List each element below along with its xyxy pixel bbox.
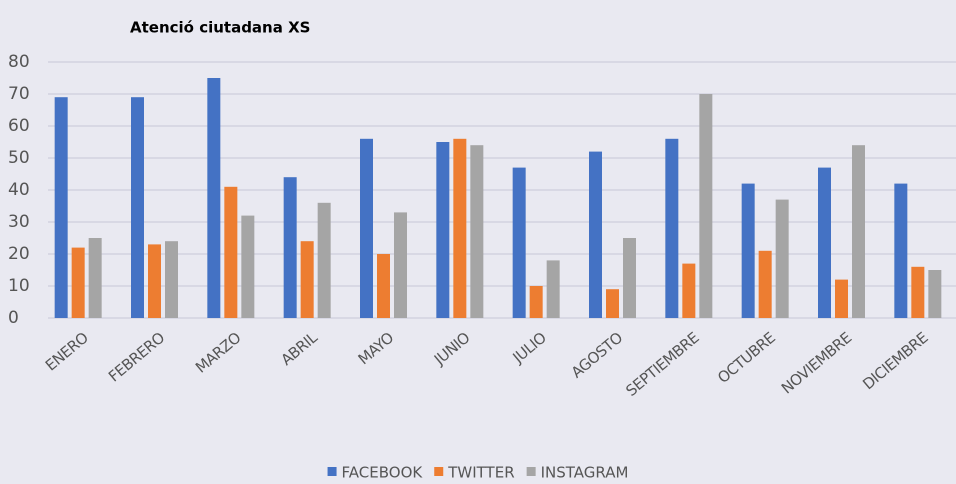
legend-label: TWITTER [447, 464, 514, 482]
bar [758, 250, 772, 318]
bar [224, 186, 238, 318]
legend: FACEBOOK TWITTER INSTAGRAM [327, 464, 629, 482]
x-tick-label: DICIEMBRE [859, 329, 931, 394]
bar [512, 167, 526, 318]
bar [470, 145, 484, 318]
legend-swatch [327, 467, 337, 476]
y-tick-label: 60 [8, 116, 30, 136]
bar [623, 238, 636, 318]
y-tick-label: 10 [8, 276, 30, 296]
bar [894, 183, 908, 318]
y-tick-label: 50 [8, 148, 30, 168]
bar [741, 183, 755, 318]
bar [148, 244, 161, 318]
bar [54, 97, 68, 318]
bar [88, 238, 102, 318]
x-tick-label: OCTUBRE [714, 329, 779, 387]
bar [546, 260, 560, 318]
bar [775, 199, 789, 318]
x-tick-label: FEBRERO [105, 329, 168, 386]
bar [131, 97, 144, 318]
x-tick-label: ABRIL [277, 328, 321, 369]
bar [377, 254, 390, 318]
bar [589, 151, 602, 318]
bar [71, 247, 85, 318]
x-tick-label: SEPTIEMBRE [622, 329, 702, 400]
legend-label: INSTAGRAM [541, 464, 629, 482]
bar [852, 145, 865, 318]
bar [207, 78, 221, 318]
bar [529, 286, 543, 318]
x-tick-label: NOVIEMBRE [778, 329, 855, 398]
bar [835, 279, 848, 318]
bar [241, 215, 255, 318]
bar [283, 177, 297, 318]
y-tick-label: 20 [8, 244, 30, 264]
y-tick-label: 80 [8, 52, 30, 72]
y-tick-label: 40 [8, 180, 30, 200]
bar [360, 138, 373, 318]
bar [394, 212, 407, 318]
x-tick-label: MAYO [355, 329, 397, 369]
x-tick-label: JULIO [509, 329, 550, 368]
y-tick-label: 30 [8, 212, 30, 232]
chart-title: Atenció ciutadana XS [130, 19, 310, 37]
legend-swatch [434, 467, 444, 476]
legend-label: FACEBOOK [342, 464, 424, 482]
legend-swatch [526, 467, 536, 476]
y-tick-label: 70 [8, 84, 30, 104]
bar [165, 241, 178, 318]
bar [606, 289, 619, 318]
bar [436, 142, 450, 318]
bar [928, 270, 942, 318]
bar [453, 138, 467, 318]
bar [300, 241, 314, 318]
x-tick-label: MARZO [192, 329, 244, 377]
x-tick-label: AGOSTO [568, 329, 626, 382]
y-tick-label: 0 [8, 308, 19, 328]
bar [699, 94, 713, 318]
bar [665, 138, 679, 318]
bar [818, 167, 831, 318]
x-tick-label: JUNIO [430, 329, 473, 369]
bar [317, 202, 331, 318]
x-tick-label: ENERO [42, 329, 92, 375]
bar [682, 263, 696, 318]
bar [911, 266, 925, 318]
